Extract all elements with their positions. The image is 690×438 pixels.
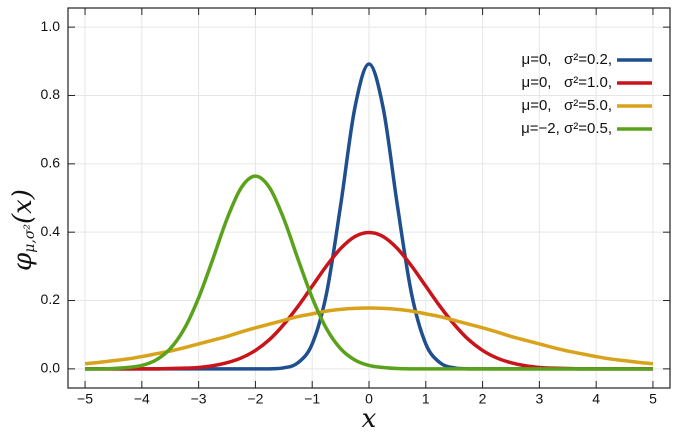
- y-tick-label: 0.6: [41, 155, 61, 171]
- legend-label: μ=−2, σ²=0.5,: [521, 120, 612, 137]
- y-tick-label: 0.2: [41, 291, 61, 307]
- x-axis-label: x: [362, 404, 377, 434]
- x-tick-label: −5: [77, 391, 93, 407]
- x-tick-label: 5: [649, 391, 657, 407]
- x-tick-label: −3: [191, 391, 207, 407]
- plot-frame: [67, 7, 671, 389]
- x-tick-label: −1: [304, 391, 320, 407]
- y-tick-label: 0.4: [41, 223, 61, 239]
- y-axis-label: φμ,σ²(x): [8, 189, 38, 271]
- y-tick-label: 1.0: [41, 18, 61, 34]
- y-label-arg: (x): [8, 189, 38, 224]
- legend-label: μ=0, σ²=5.0,: [522, 97, 612, 114]
- x-tick-label: 2: [479, 391, 487, 407]
- line-series: [85, 174, 653, 371]
- y-tick-label: 0.8: [41, 86, 61, 102]
- y-tick-label: 0.0: [41, 360, 61, 376]
- x-tick-label: 4: [592, 391, 600, 407]
- legend-label: μ=0, σ²=1.0,: [522, 74, 612, 91]
- x-tick-label: 3: [535, 391, 543, 407]
- x-tick-label: −2: [247, 391, 263, 407]
- legend-label: μ=0, σ²=0.2,: [522, 51, 612, 68]
- x-tick-label: 1: [422, 391, 430, 407]
- x-tick-label: 0: [365, 391, 373, 407]
- y-label-sub: μ,σ²: [22, 224, 38, 253]
- y-label-main: φ: [8, 252, 38, 271]
- x-tick-label: −4: [134, 391, 150, 407]
- line-series: [84, 306, 654, 366]
